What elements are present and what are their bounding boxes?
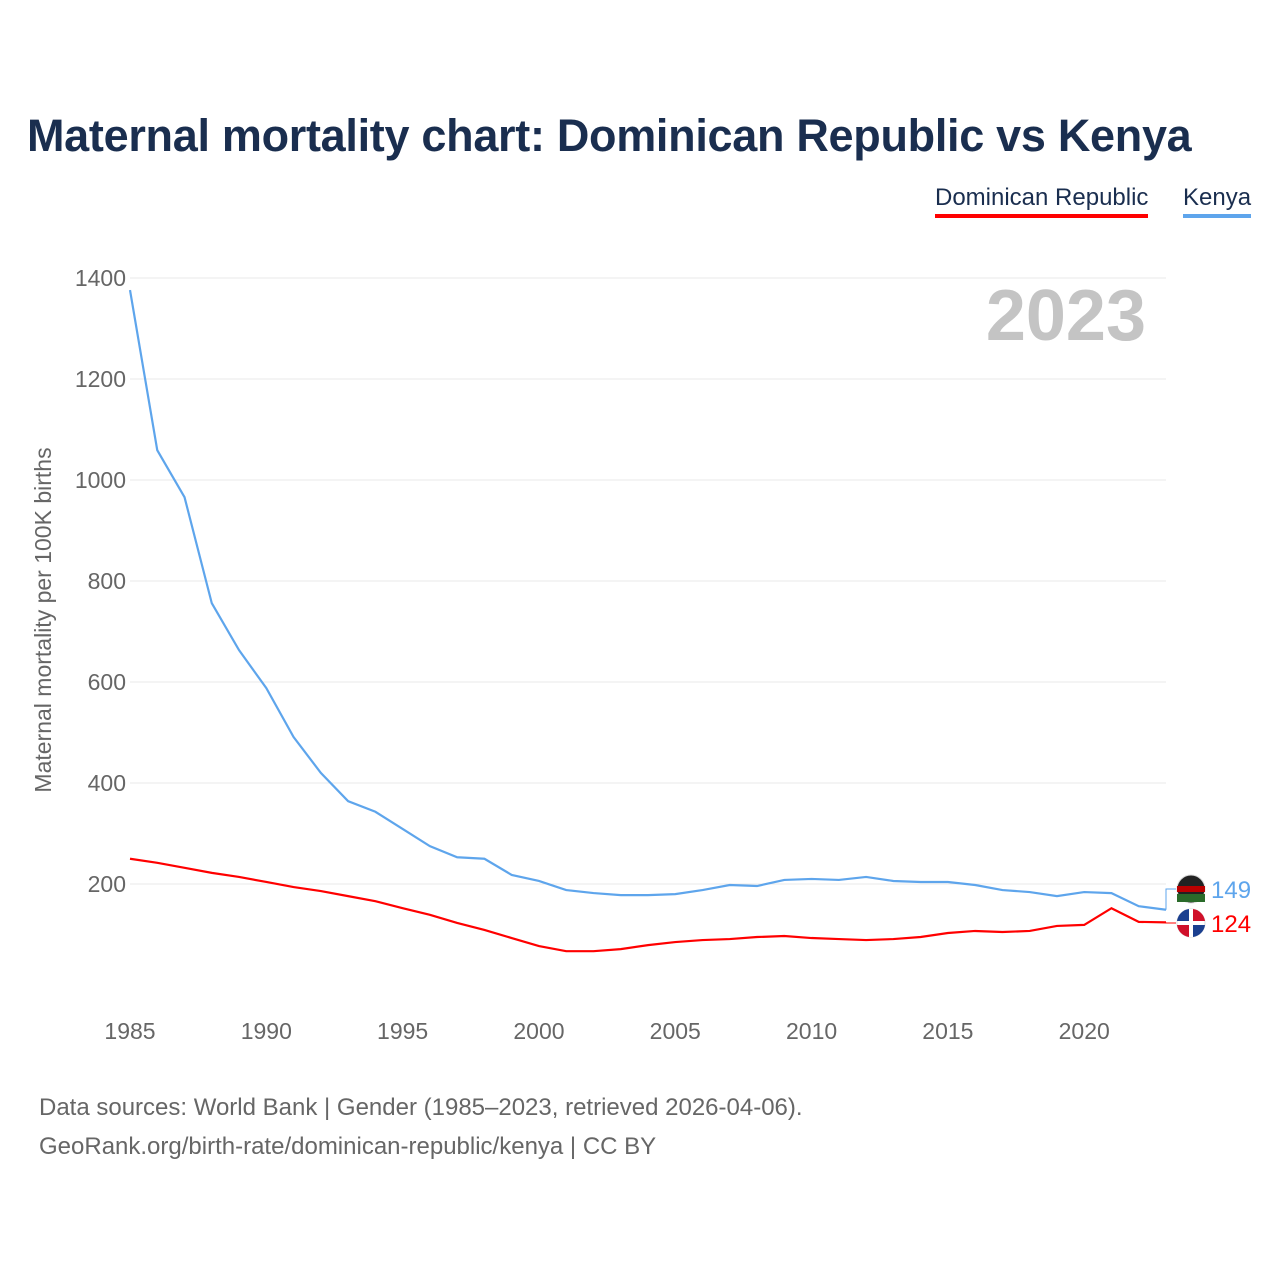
flag-stripe — [1177, 886, 1205, 892]
source-line-1: Data sources: World Bank | Gender (1985–… — [39, 1094, 803, 1121]
end-value-label: 124 — [1211, 911, 1251, 938]
x-tick-label: 1985 — [104, 1018, 155, 1044]
x-tick-label: 1990 — [241, 1018, 292, 1044]
y-tick-label: 200 — [88, 871, 126, 897]
chart-title: Maternal mortality chart: Dominican Repu… — [27, 110, 1192, 161]
source-note: Data sources: World Bank | Gender (1985–… — [39, 1088, 803, 1166]
y-tick-label: 800 — [88, 568, 126, 594]
x-tick-label: 2015 — [922, 1018, 973, 1044]
y-tick-label: 1000 — [75, 467, 126, 493]
y-axis-label: Maternal mortality per 100K births — [30, 447, 56, 792]
y-tick-label: 600 — [88, 669, 126, 695]
leader-line — [1165, 888, 1176, 910]
legend-dominican-republic[interactable]: Dominican Republic — [935, 184, 1149, 218]
source-line-2: GeoRank.org/birth-rate/dominican-republi… — [39, 1133, 657, 1160]
y-tick-label: 400 — [88, 770, 126, 796]
flag-stripe — [1177, 894, 1205, 902]
flag-quarter — [1177, 925, 1189, 937]
legend-kenya[interactable]: Kenya — [1183, 184, 1252, 218]
x-tick-label: 2010 — [786, 1018, 837, 1044]
x-tick-label: 2020 — [1059, 1018, 1110, 1044]
series-line-dominican-republic — [129, 857, 1167, 953]
end-value-label: 149 — [1211, 877, 1251, 904]
flag-quarter — [1193, 925, 1205, 937]
flag-quarter — [1177, 909, 1189, 921]
y-tick-label: 1200 — [75, 366, 126, 392]
series-line-kenya — [128, 289, 1167, 911]
x-tick-label: 2005 — [650, 1018, 701, 1044]
x-tick-label: 1995 — [377, 1018, 428, 1044]
flag-quarter — [1193, 909, 1205, 921]
leader-line — [1165, 922, 1176, 924]
flag-cross — [1189, 909, 1193, 937]
y-tick-label: 1400 — [75, 265, 126, 291]
year-watermark: 2023 — [986, 276, 1146, 356]
x-tick-label: 2000 — [513, 1018, 564, 1044]
